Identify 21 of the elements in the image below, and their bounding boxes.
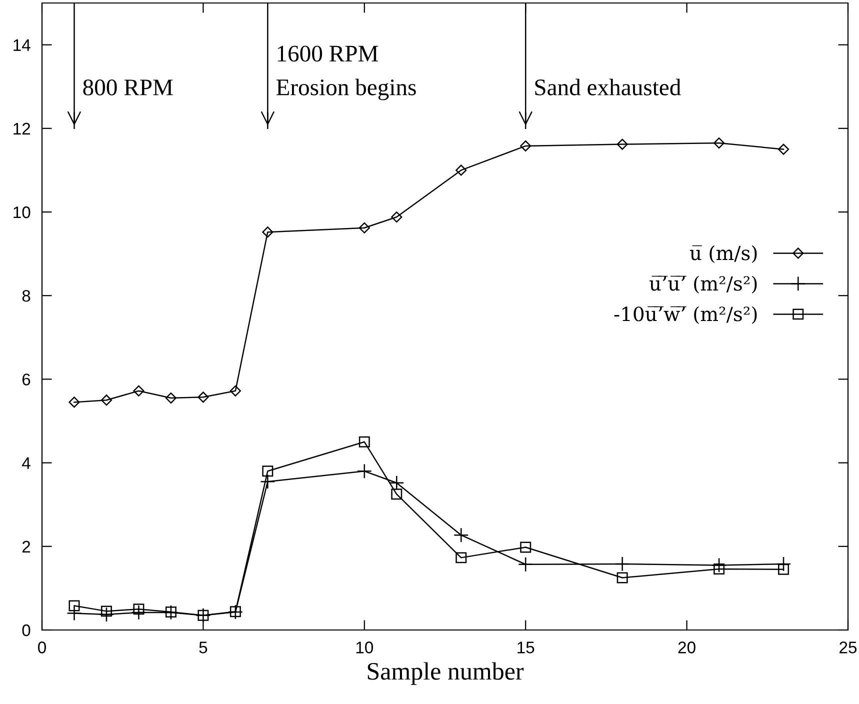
- legend-label: -10u̅’̅w̅’̅ (m²/s²): [614, 306, 757, 324]
- x-tick-label: 10: [356, 642, 374, 654]
- x-tick-label: 25: [840, 642, 857, 654]
- y-tick-label: 2: [22, 540, 30, 552]
- ref-line-label: 800 RPM: [83, 79, 173, 96]
- y-tick-label: 14: [14, 39, 30, 51]
- x-tick-label: 20: [678, 642, 696, 654]
- y-tick-label: 4: [22, 457, 30, 469]
- ref-line-label: 1600 RPM Erosion begins: [276, 46, 416, 100]
- y-tick-label: 8: [22, 290, 30, 302]
- x-tick-label: 5: [199, 642, 208, 654]
- y-tick-label: 0: [22, 624, 30, 636]
- ref-line-label: Sand exhausted: [535, 78, 681, 96]
- y-tick-label: 12: [14, 122, 30, 134]
- x-tick-label: 15: [518, 642, 534, 654]
- x-axis-title: Sample number: [368, 662, 524, 685]
- y-tick-label: 6: [22, 374, 30, 386]
- legend-label: u̅’̅u̅’̅ (m²/s²): [649, 276, 757, 294]
- legend-label: u̅ (m/s): [690, 245, 757, 264]
- x-tick-label: 0: [38, 642, 46, 654]
- y-tick-label: 10: [14, 206, 30, 218]
